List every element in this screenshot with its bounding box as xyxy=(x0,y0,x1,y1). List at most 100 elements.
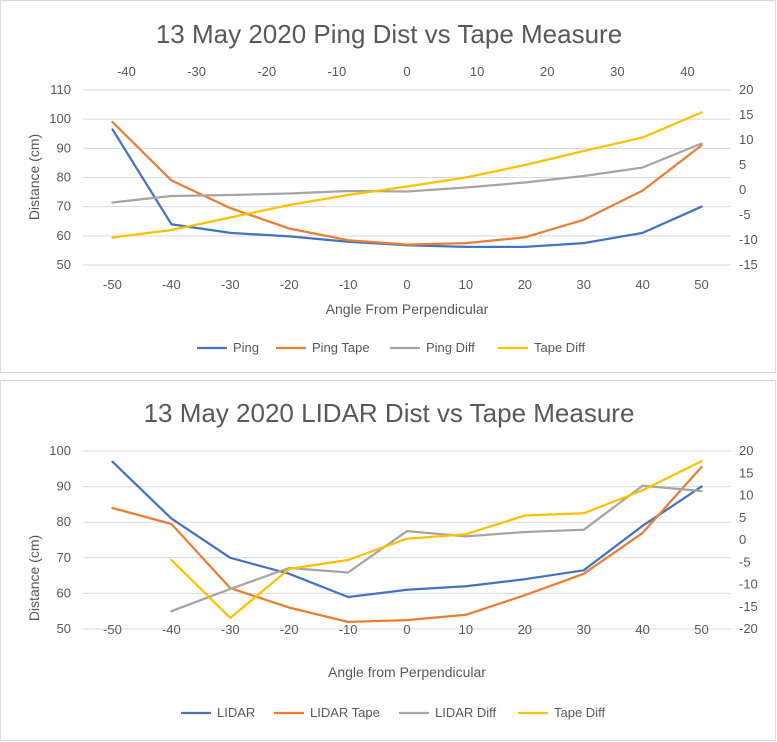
chart-title: 13 May 2020 LIDAR Dist vs Tape Measure xyxy=(144,398,635,428)
x-tick-label: 20 xyxy=(518,277,532,292)
x-tick-label: 40 xyxy=(635,622,649,637)
y2-tick-label: -20 xyxy=(739,621,758,636)
y2-tick-label: -5 xyxy=(739,554,751,569)
x-tick-label: -20 xyxy=(280,277,299,292)
x2-tick-label: 20 xyxy=(540,64,554,79)
series-line-tape-diff xyxy=(170,460,703,620)
y2-tick-label: -15 xyxy=(739,599,758,614)
legend-label: Tape Diff xyxy=(534,340,585,355)
ping-chart: 13 May 2020 Ping Dist vs Tape Measure 50… xyxy=(26,19,758,355)
legend-item-lidar-tape: LIDAR Tape xyxy=(274,705,380,720)
y2-tick-label: 5 xyxy=(739,157,746,172)
x-tick-label: 50 xyxy=(694,622,708,637)
x2-tick-label: -10 xyxy=(327,64,346,79)
y-tick-label: 100 xyxy=(49,111,71,126)
legend-label: Ping Tape xyxy=(312,340,370,355)
y-tick-label: 110 xyxy=(50,82,71,97)
y-axis-label: Distance (cm) xyxy=(26,535,42,621)
lidar-chart-panel: 13 May 2020 LIDAR Dist vs Tape Measure 5… xyxy=(0,380,776,741)
y2-tick-label: -15 xyxy=(739,257,758,272)
x-tick-label: -10 xyxy=(339,277,358,292)
series-line-lidar-tape xyxy=(111,465,703,624)
x-tick-label: -20 xyxy=(280,622,299,637)
series-lines xyxy=(111,460,703,624)
y2-tick-labels: -15 -10 -5 0 5 10 15 20 xyxy=(739,82,758,272)
x2-tick-label: 40 xyxy=(680,64,694,79)
x2-tick-label: -30 xyxy=(187,64,206,79)
y2-tick-label: 10 xyxy=(739,488,753,503)
series-line-ping-diff xyxy=(111,142,703,204)
y2-tick-labels: -20 -15 -10 -5 0 5 10 15 20 xyxy=(739,443,758,636)
legend-item-ping: Ping xyxy=(197,340,259,355)
x-tick-labels: -50 -40 -30 -20 -10 0 10 20 30 40 50 xyxy=(103,277,709,292)
y2-tick-label: -10 xyxy=(739,232,758,247)
x-tick-label: 40 xyxy=(635,277,649,292)
x-tick-label: -40 xyxy=(162,622,181,637)
series-line-ping-tape xyxy=(111,120,703,246)
gridlines xyxy=(83,450,731,630)
x2-tick-label: 30 xyxy=(610,64,624,79)
x2-tick-label: 10 xyxy=(470,64,484,79)
y2-tick-label: 5 xyxy=(739,510,746,525)
y-tick-label: 80 xyxy=(57,514,71,529)
y-tick-label: 100 xyxy=(49,443,71,458)
x-tick-label: 20 xyxy=(518,622,532,637)
legend-label: LIDAR Tape xyxy=(310,705,380,720)
y-tick-label: 90 xyxy=(57,479,71,494)
x-tick-label: 50 xyxy=(694,277,708,292)
legend-label: LIDAR Diff xyxy=(435,705,497,720)
y-tick-labels: 50 60 70 80 90 100 xyxy=(49,443,71,636)
x-tick-label: 0 xyxy=(403,277,410,292)
series-line-ping xyxy=(111,128,703,249)
x-tick-label: -50 xyxy=(103,277,122,292)
y-tick-label: 70 xyxy=(57,550,71,565)
x-tick-label: 10 xyxy=(459,277,473,292)
x-tick-label: 0 xyxy=(403,622,410,637)
x2-tick-labels: -40 -30 -20 -10 0 10 20 30 40 xyxy=(117,64,695,79)
y-tick-label: 90 xyxy=(57,140,71,155)
x-tick-label: -50 xyxy=(103,622,122,637)
lidar-chart: 13 May 2020 LIDAR Dist vs Tape Measure 5… xyxy=(26,398,758,720)
legend-item-lidar: LIDAR xyxy=(181,705,255,720)
legend-label: LIDAR xyxy=(217,705,255,720)
x-axis-label: Angle From Perpendicular xyxy=(326,301,489,317)
legend-label: Tape Diff xyxy=(554,705,605,720)
y-tick-label: 70 xyxy=(57,199,71,214)
x2-tick-label: 0 xyxy=(403,64,410,79)
legend-item-ping-tape: Ping Tape xyxy=(276,340,370,355)
y2-tick-label: 0 xyxy=(739,182,746,197)
legend-item-tape-diff: Tape Diff xyxy=(518,705,605,720)
y2-tick-label: 10 xyxy=(739,132,753,147)
legend-item-tape-diff: Tape Diff xyxy=(498,340,585,355)
gridlines xyxy=(83,89,731,266)
y-tick-label: 60 xyxy=(57,228,71,243)
x-tick-label: 30 xyxy=(576,277,590,292)
y2-tick-label: 20 xyxy=(739,443,753,458)
x-axis-label: Angle from Perpendicular xyxy=(328,664,486,680)
legend-item-lidar-diff: LIDAR Diff xyxy=(399,705,497,720)
legend-item-ping-diff: Ping Diff xyxy=(390,340,475,355)
series-line-lidar xyxy=(111,460,703,599)
y2-tick-label: -10 xyxy=(739,577,758,592)
y2-tick-label: -5 xyxy=(739,207,751,222)
x-tick-label: -10 xyxy=(339,622,358,637)
series-lines xyxy=(111,111,703,249)
y-tick-labels: 50 60 70 80 90 100 110 xyxy=(49,82,71,272)
y2-tick-label: 20 xyxy=(739,82,753,97)
x-tick-label: 10 xyxy=(459,622,473,637)
series-line-lidar-diff xyxy=(170,484,703,613)
legend: Ping Ping Tape Ping Diff Tape Diff xyxy=(197,340,585,355)
y-tick-label: 50 xyxy=(57,621,71,636)
y-tick-label: 60 xyxy=(57,585,71,600)
y2-tick-label: 0 xyxy=(739,532,746,547)
ping-chart-panel: 13 May 2020 Ping Dist vs Tape Measure 50… xyxy=(0,0,776,373)
chart-title: 13 May 2020 Ping Dist vs Tape Measure xyxy=(156,19,622,49)
y2-tick-label: 15 xyxy=(739,107,753,122)
x-tick-labels: -50 -40 -30 -20 -10 0 10 20 30 40 50 xyxy=(103,622,709,637)
y-tick-label: 50 xyxy=(57,257,71,272)
legend-label: Ping xyxy=(233,340,259,355)
x-tick-label: -30 xyxy=(221,622,240,637)
x-tick-label: -40 xyxy=(162,277,181,292)
y-tick-label: 80 xyxy=(57,170,71,185)
x-tick-label: -30 xyxy=(221,277,240,292)
